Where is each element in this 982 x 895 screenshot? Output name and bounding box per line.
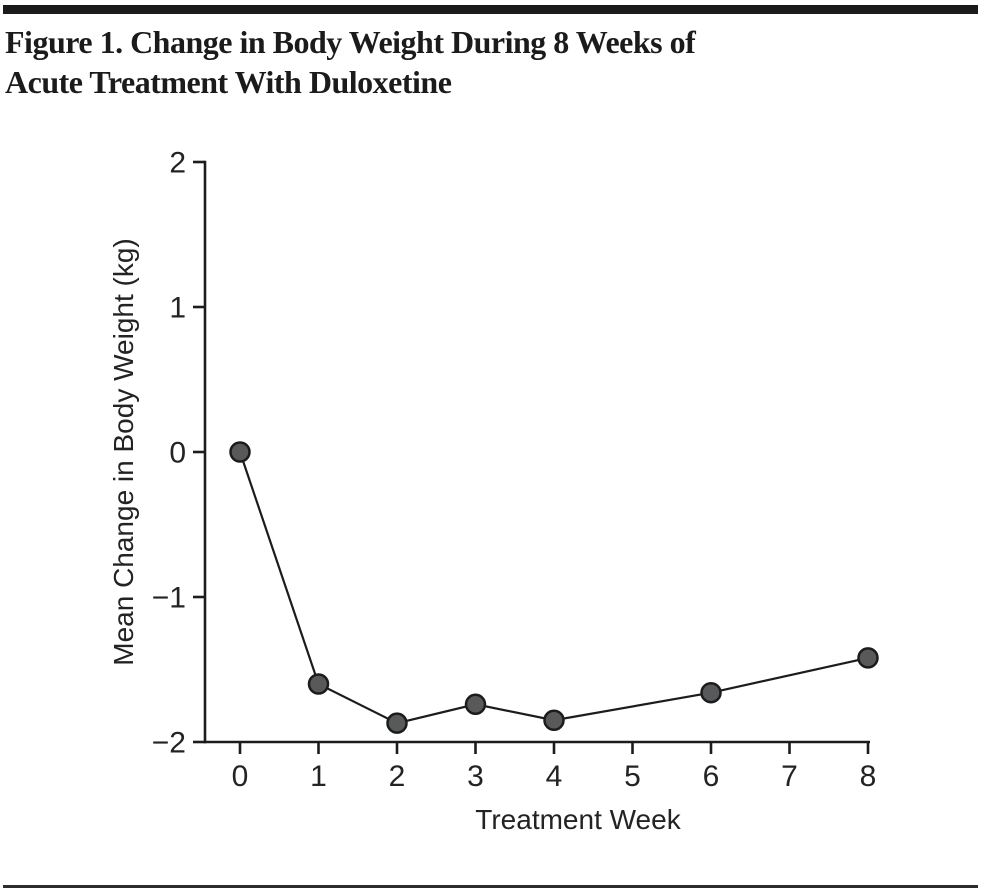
- data-point: [543, 709, 565, 731]
- data-point: [857, 647, 879, 669]
- x-tick-label: 0: [232, 760, 249, 793]
- bottom-rule: [3, 885, 978, 888]
- data-point: [700, 681, 722, 704]
- y-tick-label: 1: [169, 292, 186, 325]
- y-tick-label: −2: [152, 727, 186, 760]
- x-tick-label: 5: [624, 760, 641, 793]
- x-tick-label: 1: [310, 760, 327, 793]
- x-tick-label: 6: [703, 760, 720, 793]
- figure-title: Figure 1. Change in Body Weight During 8…: [5, 22, 696, 102]
- x-tick-label: 3: [467, 760, 484, 793]
- x-axis-title: Treatment Week: [475, 804, 681, 835]
- top-rule: [3, 5, 978, 14]
- figure-title-line-2: Acute Treatment With Duloxetine: [5, 64, 452, 100]
- y-tick-label: 0: [169, 437, 186, 470]
- y-tick-label: −1: [152, 582, 186, 615]
- x-tick-label: 2: [389, 760, 406, 793]
- data-point: [386, 712, 408, 734]
- data-point: [464, 693, 487, 716]
- y-tick-label: 2: [169, 147, 186, 180]
- x-tick-label: 8: [860, 760, 877, 793]
- data-point: [307, 673, 330, 695]
- x-tick-label: 4: [546, 760, 563, 793]
- data-line: [238, 451, 869, 725]
- y-axis-title: Mean Change in Body Weight (kg): [108, 238, 139, 666]
- data-point: [229, 441, 251, 463]
- x-tick-label: 7: [781, 760, 798, 793]
- figure-title-line-1: Figure 1. Change in Body Weight During 8…: [5, 24, 696, 60]
